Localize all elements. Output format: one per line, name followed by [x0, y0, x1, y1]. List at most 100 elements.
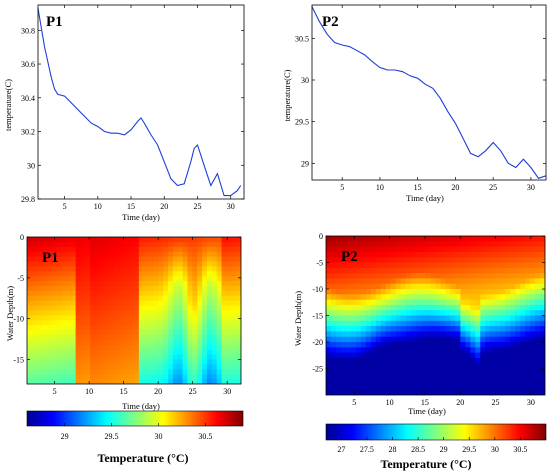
- heatmap-cell: [355, 389, 362, 395]
- heatmap-cell: [143, 339, 150, 346]
- heatmap-cell: [340, 326, 347, 332]
- heatmap-cell: [216, 330, 223, 336]
- heatmap-cell: [99, 325, 106, 331]
- heatmap-cell: [27, 261, 33, 267]
- heatmap-cell: [65, 335, 72, 341]
- heatmap-cell: [177, 295, 184, 302]
- heatmap-cell: [385, 326, 392, 332]
- heatmap-cell: [395, 304, 402, 311]
- heatmap-cell: [95, 354, 101, 361]
- heatmap-cell: [226, 241, 232, 248]
- heatmap-cell: [470, 342, 476, 348]
- heatmap-cell: [490, 389, 496, 395]
- heatmap-cell: [143, 325, 150, 331]
- heatmap-cell: [168, 310, 174, 316]
- heatmap-cell: [148, 271, 155, 277]
- heatmap-cell: [360, 294, 367, 301]
- heatmap-cell: [435, 273, 442, 279]
- heatmap-cell: [61, 349, 67, 356]
- heatmap-cell: [134, 290, 140, 297]
- heatmap-cell: [460, 347, 466, 354]
- heatmap-cell: [129, 330, 135, 336]
- heatmap-cell: [375, 363, 382, 370]
- heatmap-cell: [226, 237, 232, 243]
- heatmap-cell: [540, 384, 545, 391]
- heatmap-cell: [335, 273, 342, 279]
- heatmap-cell: [70, 237, 77, 243]
- heatmap-cell: [61, 246, 67, 253]
- heatmap-cell: [206, 281, 213, 287]
- heatmap-cell: [370, 257, 377, 264]
- heatmap-cell: [330, 278, 337, 285]
- heatmap-cell: [440, 294, 447, 301]
- heatmap-cell: [172, 335, 179, 341]
- heatmap-cell: [475, 331, 481, 338]
- heatmap-cell: [182, 339, 189, 346]
- heatmap-cell: [168, 315, 174, 321]
- heatmap-cell: [172, 374, 179, 380]
- heatmap-cell: [480, 347, 486, 354]
- heatmap-cell: [221, 276, 228, 282]
- heatmap-cell: [515, 304, 521, 311]
- heatmap-cell: [90, 369, 96, 375]
- heatmap-cell: [360, 336, 367, 343]
- heatmap-cell: [460, 283, 466, 290]
- heatmap-cell: [129, 335, 135, 341]
- heatmap-cell: [505, 294, 511, 301]
- heatmap-cell: [410, 246, 417, 253]
- heatmap-cell: [415, 315, 422, 322]
- heatmap-cell: [90, 276, 96, 282]
- heatmap-cell: [114, 241, 121, 248]
- heatmap-cell: [236, 335, 241, 341]
- heatmap-cell: [460, 352, 466, 359]
- heatmap-cell: [340, 267, 347, 274]
- heatmap-cell: [480, 241, 486, 248]
- heatmap-cell: [330, 273, 337, 279]
- heatmap-cell: [540, 336, 545, 343]
- heatmap-cell: [520, 363, 526, 370]
- heatmap-cell: [490, 304, 496, 311]
- heatmap-cell: [540, 294, 545, 301]
- heatmap-cell: [226, 364, 232, 370]
- heatmap-cell: [153, 369, 159, 375]
- heatmap-cell: [450, 368, 457, 375]
- heatmap-cell: [445, 246, 452, 253]
- heatmap-cell: [340, 357, 347, 364]
- heatmap-cell: [95, 315, 101, 321]
- heatmap-cell: [455, 315, 461, 322]
- heatmap-cell: [177, 266, 184, 272]
- heatmap-cell: [85, 237, 91, 243]
- heatmap-cell: [27, 300, 33, 307]
- heatmap-cell: [192, 325, 198, 331]
- heatmap-cell: [172, 251, 179, 258]
- heatmap-cell: [158, 300, 164, 307]
- heatmap-cell: [430, 278, 437, 285]
- heatmap-cell: [216, 276, 223, 282]
- heatmap-cell: [27, 286, 33, 292]
- heatmap-cell: [177, 335, 184, 341]
- heatmap-cell: [540, 357, 545, 364]
- heatmap-cell: [435, 347, 442, 354]
- heatmap-cell: [56, 305, 62, 312]
- heatmap-cell: [500, 315, 506, 322]
- heatmap-cell: [27, 335, 33, 341]
- heatmap-cell: [148, 349, 155, 356]
- heatmap-cell: [109, 339, 116, 346]
- heatmap-cell: [495, 373, 501, 380]
- heatmap-cell: [31, 276, 38, 282]
- heatmap-cell: [61, 276, 67, 282]
- heatmap-cell: [395, 283, 402, 290]
- heatmap-cell: [460, 310, 466, 317]
- heatmap-cell: [197, 271, 203, 277]
- heatmap-cell: [365, 357, 372, 364]
- heatmap-cell: [395, 342, 402, 348]
- heatmap-cell: [455, 342, 461, 348]
- heatmap-cell: [340, 304, 347, 311]
- heatmap-cell: [138, 251, 145, 258]
- heatmap-cell: [405, 373, 412, 380]
- heatmap-cell: [535, 336, 541, 343]
- heatmap-cell: [153, 364, 159, 370]
- heatmap-cell: [360, 310, 367, 317]
- heatmap-cell: [236, 330, 241, 336]
- heatmap-cell: [206, 369, 213, 375]
